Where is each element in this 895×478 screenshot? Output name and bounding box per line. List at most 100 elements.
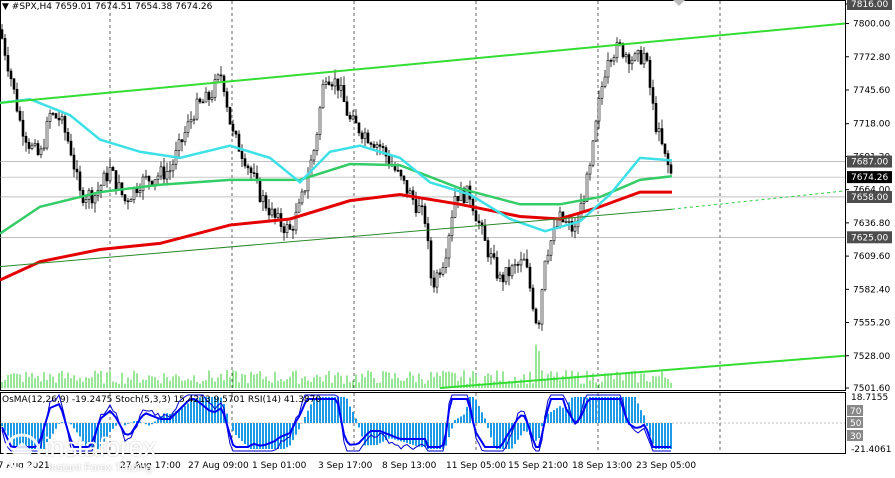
candle-body bbox=[618, 42, 622, 44]
price-tick-label: 7745.60 bbox=[853, 86, 890, 96]
candle-body bbox=[477, 220, 481, 224]
instaforex-logo-icon bbox=[3, 433, 41, 471]
candle-body bbox=[102, 172, 106, 186]
candle-body bbox=[489, 253, 493, 258]
candle-body bbox=[354, 115, 358, 124]
candle-body bbox=[201, 101, 205, 104]
indicator-label: OsMA(12,26,9) -19.2475 Stoch(5,3,3) 15.4… bbox=[2, 395, 322, 405]
candle-body bbox=[207, 91, 211, 100]
candle-body bbox=[228, 106, 232, 125]
candle-body bbox=[525, 258, 529, 268]
candle-body bbox=[600, 86, 604, 99]
candle-body bbox=[69, 140, 73, 156]
candle-body bbox=[486, 240, 490, 258]
candle-body bbox=[669, 164, 673, 174]
indicator-axis: 18.7155 70 50 30 -21.4061 bbox=[847, 393, 891, 455]
candle-body bbox=[588, 164, 592, 175]
candle-body bbox=[30, 144, 34, 149]
candle-body bbox=[126, 200, 130, 203]
candle-body bbox=[417, 205, 421, 213]
candle-body bbox=[366, 132, 370, 144]
time-tick-label: 27 Aug 17:00 bbox=[120, 461, 181, 471]
candle-body bbox=[90, 190, 94, 204]
time-axis: 17 Aug 2021 27 Aug 17:00 27 Aug 09:001 Sep… bbox=[0, 461, 696, 471]
candle-body bbox=[171, 163, 175, 172]
candle-body bbox=[225, 91, 229, 108]
channel-upper-line bbox=[0, 22, 846, 104]
candle-body bbox=[627, 54, 631, 65]
price-tag-label: 7625.00 bbox=[851, 233, 888, 243]
candle-body bbox=[231, 123, 235, 132]
candle-body bbox=[513, 264, 517, 267]
candle-body bbox=[72, 154, 76, 170]
time-tick-label: 15 Sep 21:00 bbox=[508, 461, 568, 471]
candle-body bbox=[54, 113, 58, 119]
candle-body bbox=[39, 148, 43, 155]
candle-body bbox=[162, 166, 166, 180]
candle-body bbox=[540, 289, 544, 325]
candle-body bbox=[504, 267, 508, 283]
candle-body bbox=[456, 196, 460, 202]
candle-body bbox=[36, 143, 40, 155]
price-tag-label: 7816.00 bbox=[851, 0, 888, 10]
candle-body bbox=[453, 196, 457, 218]
candle-body bbox=[294, 211, 298, 231]
candle-body bbox=[180, 139, 184, 143]
candle-body bbox=[471, 198, 475, 212]
dropdown-arrow-icon[interactable]: ▼ bbox=[2, 2, 9, 12]
support-line-projection bbox=[671, 190, 846, 210]
candle-body bbox=[507, 267, 511, 277]
candle-body bbox=[651, 87, 655, 104]
candle-body bbox=[450, 217, 454, 236]
candle-body bbox=[324, 81, 328, 85]
candle-body bbox=[156, 175, 160, 180]
candle-body bbox=[501, 274, 505, 283]
candle-body bbox=[429, 240, 433, 279]
candle-body bbox=[351, 115, 355, 120]
candle-body bbox=[48, 113, 52, 122]
candle-body bbox=[18, 110, 22, 121]
candle-body bbox=[309, 159, 313, 178]
candle-body bbox=[237, 133, 241, 152]
candle-body bbox=[159, 166, 163, 177]
candle-body bbox=[414, 199, 418, 213]
support-line bbox=[0, 208, 673, 268]
candle-body bbox=[93, 195, 97, 204]
shift-marker-icon[interactable] bbox=[673, 0, 685, 6]
candle-body bbox=[111, 167, 115, 171]
price-tick-label: 7528.00 bbox=[853, 352, 890, 362]
candle-body bbox=[261, 195, 265, 202]
candle-body bbox=[441, 267, 445, 275]
candle-body bbox=[258, 179, 262, 202]
candle-body bbox=[21, 119, 25, 137]
oscillators bbox=[0, 393, 845, 452]
candle-body bbox=[603, 76, 607, 87]
candle-body bbox=[276, 213, 280, 218]
indicator-tag bbox=[847, 405, 863, 416]
candle-body bbox=[153, 179, 157, 185]
price-tick-label: 7664.00 bbox=[853, 186, 890, 196]
price-tick-label: 7636.80 bbox=[853, 219, 890, 229]
candle-body bbox=[345, 101, 349, 116]
candle-body bbox=[372, 144, 376, 148]
trend-channel bbox=[0, 22, 846, 389]
candle-body bbox=[636, 49, 640, 55]
candle-body bbox=[27, 142, 31, 149]
candle-body bbox=[141, 176, 145, 192]
candle-body bbox=[84, 199, 88, 203]
candle-body bbox=[468, 185, 472, 200]
candle-body bbox=[123, 194, 127, 202]
candle-body bbox=[567, 221, 571, 223]
candle-body bbox=[516, 264, 520, 266]
candle-body bbox=[204, 91, 208, 103]
ma-cyan-line bbox=[0, 97, 673, 233]
candle-body bbox=[264, 195, 268, 209]
candle-body bbox=[318, 107, 322, 135]
candle-body bbox=[6, 55, 10, 72]
main-panel bbox=[0, 0, 846, 391]
candle-body bbox=[537, 322, 541, 325]
candle-body bbox=[381, 146, 385, 148]
candle-body bbox=[282, 226, 286, 234]
candle-body bbox=[216, 74, 220, 80]
